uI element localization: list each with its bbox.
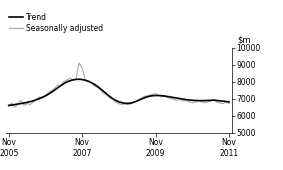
Text: $m: $m — [238, 36, 251, 45]
Legend: Trend, Seasonally adjusted: Trend, Seasonally adjusted — [9, 13, 103, 33]
